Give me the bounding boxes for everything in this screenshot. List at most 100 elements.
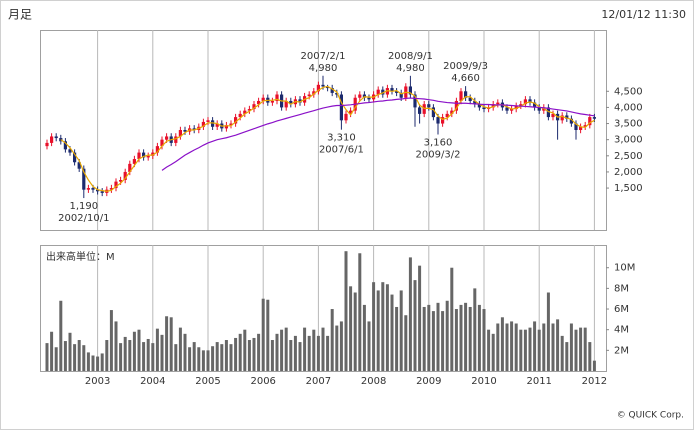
- y-tick-label: 2M: [614, 345, 629, 356]
- volume-bar: [367, 321, 371, 371]
- candle-body: [321, 84, 325, 87]
- candle-body: [418, 107, 422, 114]
- y-tick-label: 4,000: [614, 102, 643, 113]
- candle-body: [358, 94, 362, 98]
- annotation-label: 3,160: [424, 138, 453, 149]
- volume-bar: [583, 327, 587, 371]
- candle-body: [261, 97, 265, 101]
- volume-bar: [169, 317, 173, 371]
- candle-body: [537, 107, 541, 111]
- volume-bar: [395, 306, 399, 371]
- volume-bar: [588, 342, 592, 371]
- candle-body: [289, 100, 293, 105]
- candle-body: [45, 142, 49, 147]
- volume-bar: [86, 352, 90, 371]
- candle-body: [73, 152, 77, 163]
- volume-bar: [399, 290, 403, 371]
- x-tick-label: 2007: [306, 376, 331, 387]
- candle-body: [510, 109, 514, 111]
- y-tick-label: 4M: [614, 325, 629, 336]
- annotation-label: 4,980: [396, 63, 425, 74]
- volume-bar: [477, 304, 481, 371]
- candle-body: [436, 117, 440, 124]
- volume-bar: [137, 329, 141, 371]
- volume-bar: [123, 336, 127, 371]
- volume-bar: [560, 335, 564, 371]
- y-tick-label: 6M: [614, 304, 629, 315]
- volume-panel: [40, 245, 607, 372]
- volume-bar: [376, 290, 380, 371]
- volume-bar: [427, 304, 431, 371]
- volume-bar: [45, 343, 49, 371]
- volume-bar: [119, 343, 123, 371]
- volume-bar: [385, 284, 389, 371]
- volume-bar: [54, 347, 58, 371]
- candle-body: [569, 118, 573, 124]
- candle-body: [491, 104, 495, 108]
- volume-bar: [431, 311, 435, 371]
- candle-body: [399, 92, 403, 98]
- annotation-label: 4,660: [451, 73, 480, 84]
- candle-body: [574, 123, 578, 130]
- candle-body: [349, 110, 353, 114]
- annotation-label: 1,190: [69, 201, 98, 212]
- volume-bar: [491, 333, 495, 371]
- volume-bar: [500, 317, 504, 371]
- candle-body: [114, 181, 118, 189]
- candle-body: [367, 97, 371, 100]
- volume-bar: [293, 335, 297, 371]
- volume-bar: [174, 344, 178, 371]
- volume-bar: [284, 327, 288, 371]
- volume-bar: [372, 282, 376, 371]
- volume-bar: [96, 356, 100, 371]
- candle-body: [477, 104, 481, 108]
- candle-body: [100, 191, 104, 193]
- volume-bar: [307, 335, 311, 371]
- volume-bar: [574, 329, 578, 371]
- chart-title: 月足: [8, 8, 32, 22]
- panel-title: 出来高単位：M: [46, 250, 115, 263]
- candle-body: [224, 125, 228, 129]
- y-tick-label: 3,000: [614, 135, 643, 146]
- candle-body: [206, 120, 210, 122]
- candle-body: [390, 88, 394, 92]
- annotation-label: 2007/6/1: [319, 145, 364, 156]
- candle-body: [77, 162, 81, 169]
- candle-body: [123, 171, 127, 180]
- candle-body: [316, 84, 320, 92]
- candle-body: [482, 107, 486, 110]
- volume-bar: [533, 321, 537, 371]
- candle-body: [238, 113, 242, 118]
- volume-bar: [206, 350, 210, 371]
- candle-body: [119, 180, 123, 182]
- candle-body: [211, 120, 215, 127]
- volume-bar: [551, 323, 555, 371]
- candle-body: [505, 107, 509, 111]
- volume-bar: [487, 329, 491, 371]
- annotation-label: 3,310: [327, 133, 356, 144]
- candle-body: [229, 123, 233, 126]
- candle-body: [431, 107, 435, 118]
- annotation-label: 2002/10/1: [58, 213, 109, 224]
- candle-body: [422, 104, 426, 114]
- candle-body: [330, 88, 334, 93]
- volume-bar: [330, 309, 334, 371]
- volume-bar: [358, 253, 362, 371]
- volume-bar: [211, 346, 215, 371]
- candle-body: [565, 115, 569, 119]
- volume-bar: [565, 342, 569, 371]
- candle-body: [183, 130, 187, 132]
- volume-bar: [165, 316, 169, 371]
- volume-bar: [289, 340, 293, 371]
- candle-body: [146, 155, 150, 158]
- y-tick-label: 10M: [614, 263, 635, 274]
- annotation-label: 2009/9/3: [443, 61, 488, 72]
- volume-bar: [73, 344, 77, 371]
- candle-body: [362, 94, 366, 98]
- candle-body: [551, 113, 555, 118]
- moving-average: [161, 97, 595, 171]
- volume-bar: [201, 350, 205, 371]
- candle-body: [82, 168, 86, 190]
- candle-body: [270, 100, 274, 103]
